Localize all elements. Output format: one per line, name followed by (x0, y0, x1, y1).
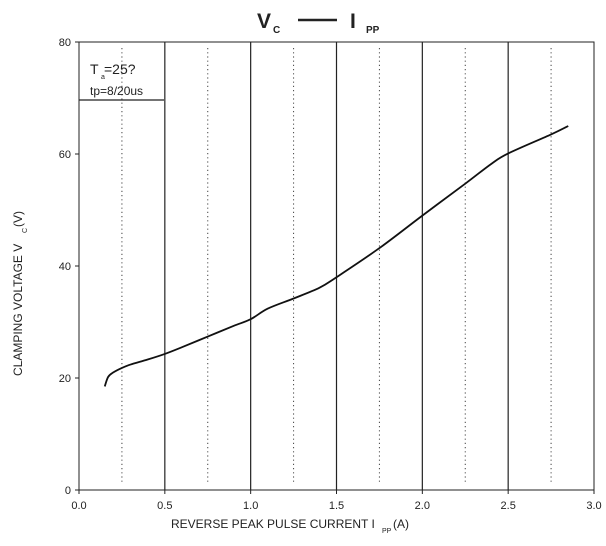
x-axis-label-suffix: (A) (393, 517, 409, 531)
y-axis-label-sub: C (22, 228, 29, 233)
x-axis-label-sub: PP (382, 528, 392, 535)
x-tick-label: 1.5 (329, 500, 344, 512)
x-tick-label: 2.5 (501, 500, 516, 512)
x-tick-label: 0.5 (157, 500, 172, 512)
x-axis-label: REVERSE PEAK PULSE CURRENT I PP (A) (171, 517, 409, 535)
title-right: I (350, 10, 356, 33)
x-ticks: 0.0 0.5 1.0 1.5 2.0 2.5 3.0 (71, 490, 602, 512)
annotation-ta-sub: a (101, 74, 105, 81)
x-axis-label-text: REVERSE PEAK PULSE CURRENT I (171, 517, 375, 531)
annotation-ta-rest: =25? (104, 61, 136, 77)
series (103, 125, 569, 387)
y-ticks: 0 20 40 60 80 (59, 37, 79, 497)
y-tick-label: 0 (65, 485, 71, 497)
annotation-ta-main: T (90, 61, 99, 77)
x-tick-label: 3.0 (586, 500, 601, 512)
grid (121, 42, 552, 490)
y-axis-label-suffix: (V) (11, 211, 25, 227)
annotation-box: T a =25? tp=8/20us (79, 61, 164, 101)
series-line (103, 125, 569, 387)
y-tick-label: 20 (59, 373, 71, 385)
title-left-sub: C (273, 25, 280, 36)
annotation-tp: tp=8/20us (90, 84, 143, 98)
x-tick-label: 2.0 (415, 500, 430, 512)
y-tick-label: 40 (59, 261, 71, 273)
title-right-sub: PP (366, 25, 380, 36)
x-tick-label: 0.0 (71, 500, 86, 512)
y-tick-label: 80 (59, 37, 71, 49)
x-tick-label: 1.0 (243, 500, 258, 512)
y-axis-label: CLAMPING VOLTAGE V C (V) (11, 211, 29, 376)
y-tick-label: 60 (59, 149, 71, 161)
chart-title: V C I PP (257, 10, 380, 36)
title-left: V (257, 10, 271, 33)
y-axis-label-text: CLAMPING VOLTAGE V (11, 244, 25, 376)
